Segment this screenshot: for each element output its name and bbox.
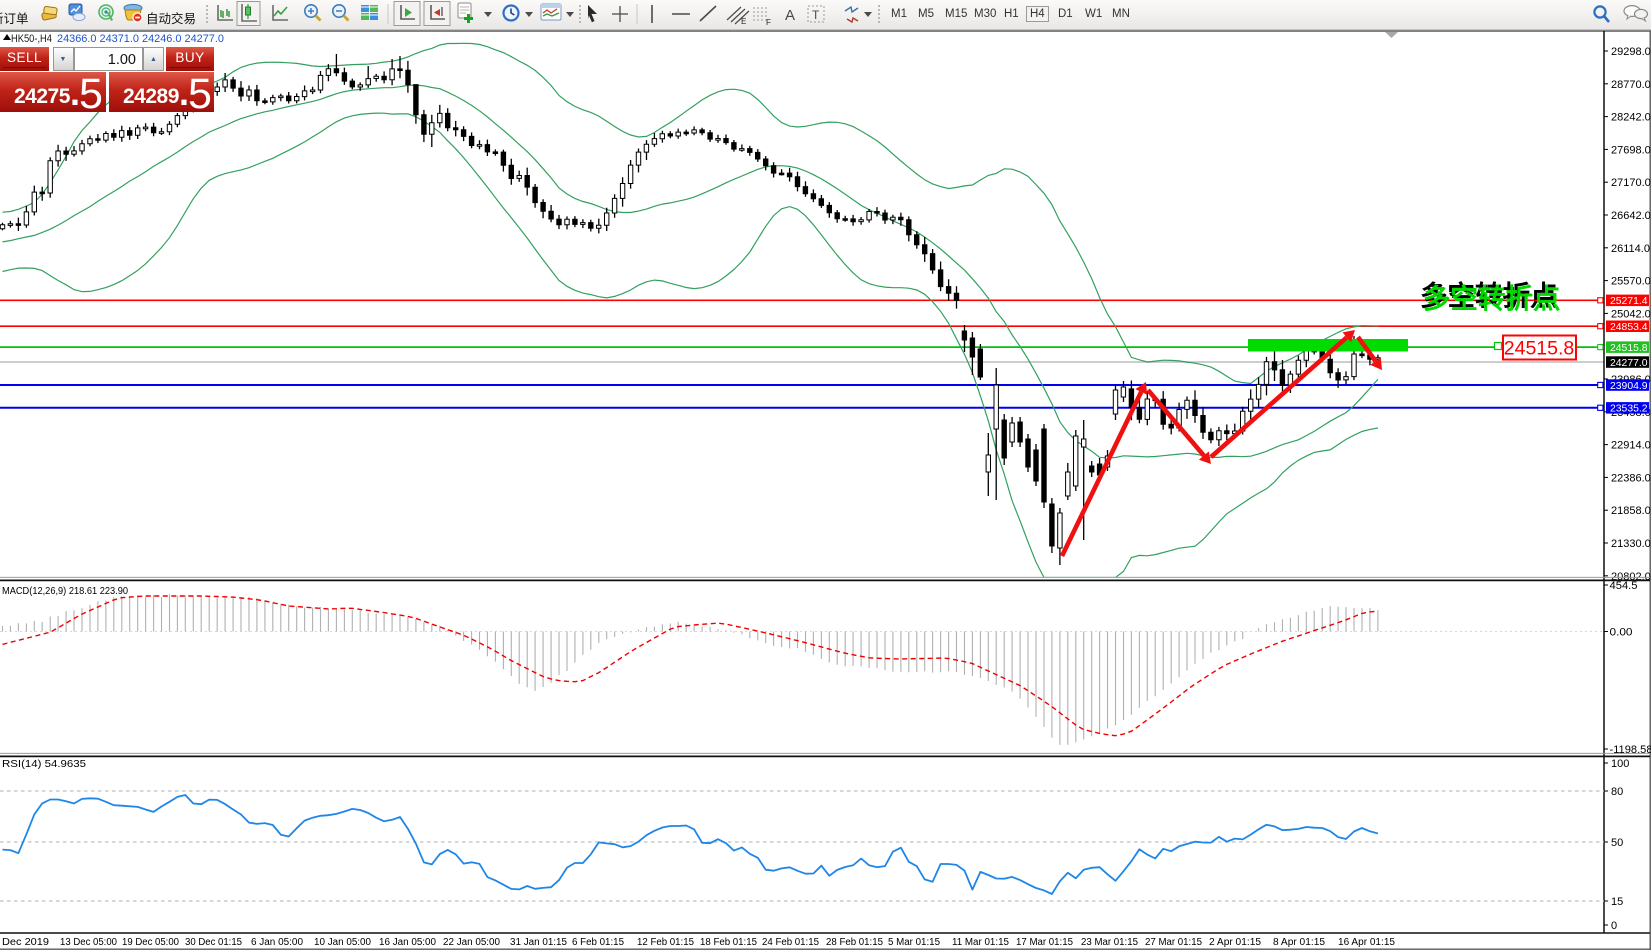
svg-text:28 Feb 01:15: 28 Feb 01:15	[826, 937, 883, 948]
svg-text:25042.0: 25042.0	[1611, 308, 1651, 320]
svg-text:21330.0: 21330.0	[1611, 538, 1651, 550]
svg-text:22386.0: 22386.0	[1611, 472, 1651, 484]
svg-text:16 Apr 01:15: 16 Apr 01:15	[1338, 937, 1395, 948]
svg-text:31 Jan 01:15: 31 Jan 01:15	[510, 937, 567, 948]
svg-text:24277.0: 24277.0	[1610, 358, 1648, 369]
svg-text:5 Mar 01:15: 5 Mar 01:15	[888, 937, 940, 948]
svg-text:24515.8: 24515.8	[1610, 343, 1648, 354]
svg-text:16 Jan 05:00: 16 Jan 05:00	[379, 937, 436, 948]
svg-text:22 Jan 05:00: 22 Jan 05:00	[443, 937, 500, 948]
svg-text:26114.0: 26114.0	[1611, 243, 1650, 255]
svg-text:-1198.58: -1198.58	[1610, 744, 1651, 756]
svg-text:11 Mar 01:15: 11 Mar 01:15	[952, 937, 1009, 948]
svg-text:8 Apr 01:15: 8 Apr 01:15	[1273, 937, 1325, 948]
svg-text:E: E	[741, 17, 746, 26]
svg-text:6 Feb 01:15: 6 Feb 01:15	[572, 937, 624, 948]
svg-text:15: 15	[1611, 896, 1623, 908]
svg-text:30 Dec 01:15: 30 Dec 01:15	[185, 937, 242, 948]
svg-text:0.00: 0.00	[1610, 627, 1633, 639]
svg-text:18 Feb 01:15: 18 Feb 01:15	[700, 937, 757, 948]
svg-text:26642.0: 26642.0	[1611, 210, 1651, 222]
svg-text:12 Feb 01:15: 12 Feb 01:15	[637, 937, 694, 948]
svg-text:A: A	[785, 7, 795, 24]
svg-text:454.5: 454.5	[1610, 580, 1638, 592]
svg-text:28242.0: 28242.0	[1611, 112, 1651, 124]
svg-text:2 Apr 01:15: 2 Apr 01:15	[1209, 937, 1261, 948]
svg-text:MACD(12,26,9) 218.61 223.90: MACD(12,26,9) 218.61 223.90	[2, 586, 128, 597]
svg-text:21858.0: 21858.0	[1611, 505, 1651, 517]
svg-text:24366.0 24371.0 24246.0 24277.: 24366.0 24371.0 24246.0 24277.0	[57, 33, 224, 45]
svg-text:23535.2: 23535.2	[1610, 404, 1648, 415]
svg-text:50: 50	[1611, 837, 1623, 849]
svg-text:F: F	[766, 18, 771, 27]
svg-text:25570.0: 25570.0	[1611, 276, 1651, 288]
svg-text:24853.4: 24853.4	[1610, 322, 1648, 333]
svg-text:22914.0: 22914.0	[1611, 440, 1651, 452]
svg-text:27698.0: 27698.0	[1611, 144, 1651, 156]
svg-text:10 Jan 05:00: 10 Jan 05:00	[314, 937, 371, 948]
svg-text:27170.0: 27170.0	[1611, 177, 1651, 189]
svg-text:28770.0: 28770.0	[1611, 79, 1651, 91]
svg-text:RSI(14) 54.9635: RSI(14) 54.9635	[2, 759, 86, 770]
svg-text:29298.0: 29298.0	[1611, 46, 1651, 58]
svg-text:13 Dec 05:00: 13 Dec 05:00	[60, 937, 117, 948]
svg-text:0: 0	[1611, 920, 1617, 932]
svg-text:80: 80	[1611, 786, 1623, 798]
svg-text:多空转折点: 多空转折点	[1420, 280, 1558, 311]
svg-text:27 Mar 01:15: 27 Mar 01:15	[1145, 937, 1202, 948]
svg-text:100: 100	[1611, 758, 1629, 770]
svg-text:17 Mar 01:15: 17 Mar 01:15	[1016, 937, 1073, 948]
svg-text:6 Jan 05:00: 6 Jan 05:00	[251, 937, 303, 948]
svg-text:23904.9: 23904.9	[1610, 381, 1648, 392]
svg-text:多空转折点: 多空转折点	[1423, 283, 1561, 314]
svg-text:24 Feb 01:15: 24 Feb 01:15	[762, 937, 819, 948]
svg-text:19 Dec 05:00: 19 Dec 05:00	[122, 937, 179, 948]
svg-text:T: T	[812, 8, 820, 22]
svg-text:23 Mar 01:15: 23 Mar 01:15	[1081, 937, 1138, 948]
svg-text:HK50-,H4: HK50-,H4	[11, 33, 52, 45]
svg-text:25271.4: 25271.4	[1610, 296, 1648, 307]
svg-text:Dec 2019: Dec 2019	[2, 937, 49, 948]
svg-text:24515.8: 24515.8	[1504, 338, 1575, 360]
